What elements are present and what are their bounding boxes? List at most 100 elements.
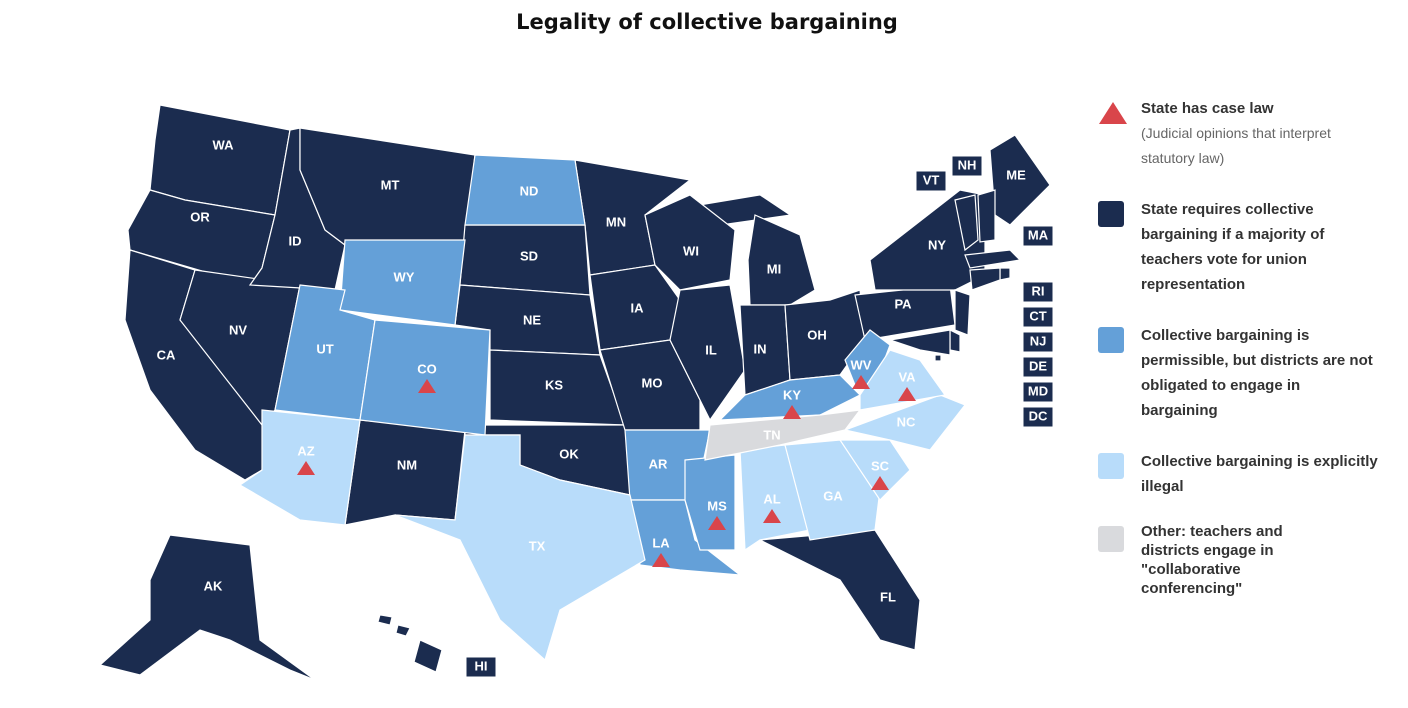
state-label: PA — [894, 296, 912, 311]
state-label: AR — [649, 456, 668, 471]
state-label: NV — [229, 322, 247, 337]
state-label: NM — [397, 457, 417, 472]
state-label: WA — [213, 137, 235, 152]
state-label: ME — [1006, 167, 1026, 182]
legend-swatch — [1098, 526, 1124, 552]
state — [238, 409, 361, 526]
state-label: NE — [523, 312, 541, 327]
state-label: CA — [157, 347, 176, 362]
state-label: OH — [807, 327, 827, 342]
state-label-box — [1022, 356, 1054, 378]
legend-item: State requires collective bargaining if … — [1098, 197, 1378, 297]
state — [344, 419, 466, 526]
state-label-box — [1022, 306, 1054, 328]
state-label: OR — [190, 209, 210, 224]
state-label: CO — [417, 361, 437, 376]
legend-note: (Judicial opinions that interpret statut… — [1141, 125, 1331, 166]
state — [838, 439, 911, 501]
case-law-marker — [871, 476, 889, 490]
state-label: AL — [763, 491, 780, 506]
case-law-marker — [418, 379, 436, 393]
case-law-marker — [652, 553, 670, 567]
state-label: MD — [1028, 383, 1048, 398]
state-label: DE — [1029, 358, 1047, 373]
state — [964, 249, 1022, 269]
state — [999, 267, 1011, 281]
legend-label: Other: teachers and districts engage in … — [1141, 523, 1283, 597]
state-label: AZ — [297, 443, 314, 458]
state-label: IL — [705, 342, 717, 357]
state — [757, 529, 921, 651]
state — [644, 194, 736, 291]
state-label: IN — [754, 341, 767, 356]
state — [464, 154, 586, 226]
state-label: SC — [871, 458, 890, 473]
state-label-box — [1022, 225, 1054, 247]
state — [859, 349, 947, 411]
state-label: VT — [923, 172, 940, 187]
state — [969, 267, 1001, 291]
legend-swatch — [1098, 327, 1124, 353]
state — [954, 289, 971, 336]
map-title: Legality of collective bargaining — [516, 10, 898, 34]
legend-swatch — [1098, 201, 1124, 227]
state-label: DC — [1029, 408, 1048, 423]
state-label: TN — [763, 427, 780, 442]
state-label: OK — [559, 446, 579, 461]
legend-marker — [1099, 102, 1127, 124]
state — [842, 394, 966, 451]
state-label: KS — [545, 377, 563, 392]
state — [889, 329, 951, 356]
map: WA OR CA NV ID MT NM MN SD NE KS OK IA MO WI IL MI IN OH FL… — [98, 104, 1054, 681]
state-label: NJ — [1030, 333, 1047, 348]
state-label: NH — [958, 157, 977, 172]
state-label-box — [915, 170, 947, 192]
state-label-box — [1022, 281, 1054, 303]
case-law-marker — [898, 387, 916, 401]
state-label-box — [1022, 406, 1054, 428]
case-law-marker — [783, 405, 801, 419]
state-label: HI — [475, 658, 488, 673]
state-label: AK — [204, 578, 223, 593]
state — [934, 354, 942, 362]
state-label-box — [1022, 381, 1054, 403]
case-law-marker — [297, 461, 315, 475]
legend-triangle — [1099, 102, 1127, 124]
legend-item: Collective bargaining is permissible, bu… — [1098, 323, 1378, 423]
case-law-marker — [708, 516, 726, 530]
state-label: MI — [767, 261, 781, 276]
state-label: MO — [642, 375, 663, 390]
legend-label: State has case law — [1141, 100, 1274, 117]
states — [98, 104, 1051, 681]
legend-label: State requires collective bargaining if … — [1141, 201, 1325, 293]
state-label-box — [465, 656, 497, 678]
state — [669, 284, 746, 422]
state-label: WI — [683, 243, 699, 258]
state — [954, 194, 979, 252]
state-label: MT — [381, 177, 400, 192]
state — [977, 189, 996, 243]
state — [359, 319, 491, 436]
legend-swatch — [1098, 453, 1124, 479]
state-label: KY — [783, 387, 801, 402]
state — [599, 339, 701, 431]
state-label: SD — [520, 248, 538, 263]
state-labels: WA OR CA NV ID MT NM MN SD NE KS OK IA MO WI IL MI IN OH FL… — [157, 137, 1054, 678]
state-label: MN — [606, 214, 626, 229]
state — [747, 214, 816, 306]
state-label: VA — [898, 369, 916, 384]
state-label: WY — [394, 269, 415, 284]
state — [949, 329, 961, 353]
legend-item: Collective bargaining is explicitly ille… — [1098, 449, 1378, 499]
island — [377, 614, 393, 626]
state — [98, 534, 316, 681]
state — [413, 639, 443, 673]
case-law-marker — [763, 509, 781, 523]
legend-label: Collective bargaining is explicitly ille… — [1141, 453, 1378, 495]
state — [704, 409, 862, 461]
state-label: TX — [529, 538, 546, 553]
state-label: MA — [1028, 227, 1049, 242]
state-label: CT — [1029, 308, 1046, 323]
state-label: IA — [631, 300, 645, 315]
state-label: NY — [928, 237, 946, 252]
